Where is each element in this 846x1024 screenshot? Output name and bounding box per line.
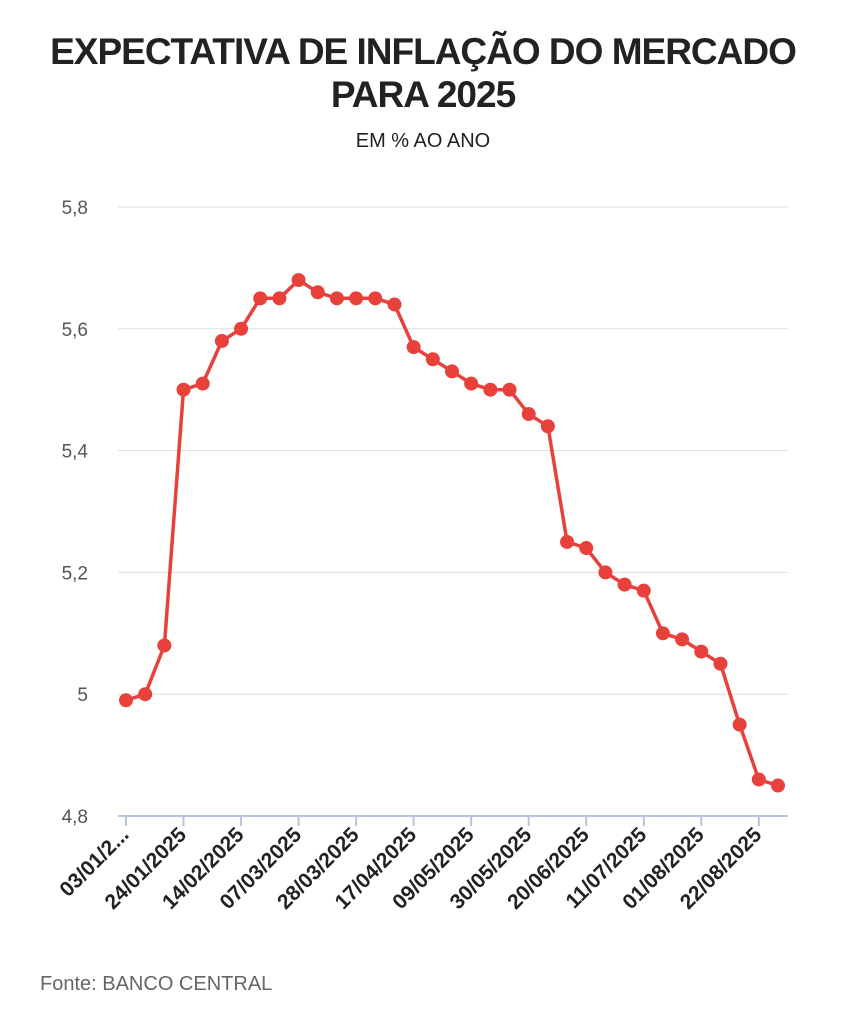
data-point: [349, 291, 364, 306]
data-point: [636, 583, 651, 598]
data-point: [617, 577, 632, 592]
series-line: [119, 273, 785, 793]
data-point: [329, 291, 344, 306]
data-point: [195, 376, 210, 391]
data-point: [425, 352, 440, 367]
chart-title-line-2: PARA 2025: [330, 74, 516, 115]
chart-title: EXPECTATIVA DE INFLAÇÃO DO MERCADO PARA …: [0, 30, 846, 116]
data-point: [272, 291, 287, 306]
y-tick-label: 5: [77, 685, 88, 706]
data-point: [732, 717, 747, 732]
data-point: [176, 382, 191, 397]
data-point: [214, 333, 229, 348]
data-point: [598, 565, 613, 580]
y-tick-label: 5,6: [62, 320, 88, 341]
data-point: [694, 644, 709, 659]
data-point: [675, 632, 690, 647]
y-tick-label: 5,2: [62, 563, 88, 584]
data-point: [540, 419, 555, 434]
data-point: [464, 376, 479, 391]
data-point: [521, 407, 536, 422]
data-point: [387, 297, 402, 312]
data-point: [368, 291, 383, 306]
data-point: [406, 340, 421, 355]
data-point: [560, 534, 575, 549]
data-point: [291, 273, 306, 288]
series-polyline: [124, 278, 780, 788]
data-point: [751, 772, 766, 787]
data-point: [655, 626, 670, 641]
chart-subtitle: EM % AO ANO: [355, 130, 491, 152]
chart-title-line-1: EXPECTATIVA DE INFLAÇÃO DO MERCADO: [50, 31, 797, 72]
source-note: Fonte: BANCO CENTRAL: [40, 973, 273, 995]
data-point: [234, 321, 249, 336]
data-point: [253, 291, 268, 306]
y-tick-label: 5,8: [62, 198, 88, 219]
grid-lines: [118, 206, 788, 695]
x-axis: 03/01/2...24/01/202514/02/202507/03/2025…: [55, 815, 788, 914]
data-point: [713, 656, 728, 671]
data-point: [502, 382, 517, 397]
data-point: [119, 693, 133, 708]
data-point: [445, 364, 459, 379]
data-point: [157, 638, 172, 653]
y-tick-label: 4,8: [62, 807, 88, 828]
y-tick-label: 5,4: [62, 442, 89, 463]
data-point: [579, 541, 594, 556]
data-point: [483, 382, 498, 397]
data-point: [138, 687, 153, 702]
data-point: [310, 285, 325, 300]
y-axis: 4,8 5 5,2 5,4 5,6 5,8: [62, 198, 89, 828]
data-point: [771, 778, 785, 793]
